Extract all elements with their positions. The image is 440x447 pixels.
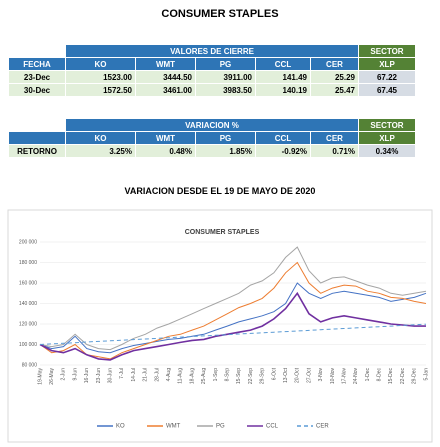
- cell: 1572.50: [65, 83, 136, 97]
- series-line: [39, 291, 426, 361]
- x-tick-label: 21-Jul: [143, 368, 149, 382]
- table: VALORES DE CIERRE SECTOR FECHA KO WMT PG CCL CE…: [8, 44, 416, 97]
- x-tick-label: 1-Sep: [213, 368, 219, 382]
- column-header: KO: [65, 57, 136, 71]
- x-tick-label: 24-Nov: [353, 368, 359, 385]
- x-tick-label: 22-Dec: [400, 368, 406, 385]
- x-tick-label: 1-Dec: [365, 368, 371, 382]
- x-tick-label: 13-Oct: [283, 367, 289, 383]
- cell: 3444.50: [135, 70, 196, 84]
- x-tick-label: 9-Jun: [72, 368, 78, 381]
- cell: [8, 131, 66, 145]
- column-header: CER: [310, 57, 359, 71]
- table-row: RETORNO 3.25% 0.48% 1.85% -0.92% 0.71% 0.34%: [8, 144, 416, 158]
- cell: 3461.00: [135, 83, 196, 97]
- x-tick-label: 19-May: [37, 368, 43, 385]
- chart-frame: [7, 209, 433, 443]
- table-row: VALORES DE CIERRE SECTOR: [8, 44, 416, 58]
- x-tick-label: 4-Aug: [166, 368, 172, 382]
- table-row: KO WMT PG CCL CER XLP: [8, 131, 416, 145]
- cell: 1.85%: [195, 144, 256, 158]
- y-tick-label: 180 000: [19, 260, 37, 266]
- series-line: [39, 282, 427, 354]
- table-row: 30-Dec 1572.50 3461.00 3983.50 140.19 25.47 67…: [8, 83, 416, 97]
- y-tick-label: 200 000: [19, 239, 37, 245]
- x-tick-label: 15-Sep: [236, 368, 242, 384]
- cell: 3983.50: [195, 83, 256, 97]
- group-header: VALORES DE CIERRE: [65, 44, 359, 58]
- x-tick-label: 28-Jul: [154, 368, 160, 382]
- x-tick-label: 5-Jan: [423, 368, 429, 381]
- x-tick-label: 8-Dec: [377, 368, 383, 382]
- cell: 0.34%: [358, 144, 416, 158]
- x-tick-label: 8-Sep: [224, 368, 230, 382]
- y-tick-label: 100 000: [19, 342, 37, 348]
- sector-header: SECTOR: [358, 44, 416, 58]
- x-tick-label: 29-Sep: [260, 368, 266, 384]
- cell: 67.22: [358, 70, 416, 84]
- column-header: KO: [65, 131, 136, 145]
- legend-label: CER: [316, 424, 329, 430]
- x-tick-label: 16-Jun: [84, 368, 90, 384]
- x-tick-label: 17-Nov: [341, 368, 347, 385]
- cell: 3.25%: [65, 144, 136, 158]
- group-header: VARIACION %: [65, 118, 359, 132]
- y-tick-label: 80 000: [22, 362, 38, 368]
- page-title: CONSUMER STAPLES: [161, 8, 279, 20]
- x-tick-label: 23-Jun: [96, 368, 102, 384]
- x-tick-label: 27-Oct: [306, 367, 312, 383]
- x-tick-label: 2-Jun: [61, 368, 67, 381]
- y-tick-label: 140 000: [19, 301, 37, 307]
- x-tick-label: 6-Oct: [271, 367, 277, 380]
- cell: 67.45: [358, 83, 416, 97]
- column-header: XLP: [358, 131, 416, 145]
- table-row: 23-Dec 1523.00 3444.50 3911.00 141.49 25.29 67…: [8, 70, 416, 84]
- column-header: FECHA: [8, 57, 66, 71]
- x-tick-label: 25-Aug: [201, 368, 207, 384]
- section-title: VARIACION DESDE EL 19 DE MAYO DE 2020: [124, 186, 316, 196]
- y-tick-label: 160 000: [19, 280, 37, 286]
- y-tick-label: 120 000: [19, 321, 37, 327]
- column-header: XLP: [358, 57, 416, 71]
- column-header: PG: [195, 131, 256, 145]
- legend-label: KO: [116, 424, 125, 430]
- x-tick-label: 30-Jun: [108, 368, 114, 384]
- sector-header: SECTOR: [358, 118, 416, 132]
- cell: RETORNO: [8, 144, 66, 158]
- x-tick-label: 7-Jul: [119, 368, 125, 379]
- legend-label: PG: [216, 424, 225, 430]
- legend-label: CCL: [266, 424, 279, 430]
- column-header: WMT: [135, 57, 196, 71]
- table-row: VARIACION % SECTOR: [8, 118, 416, 132]
- x-tick-label: 29-Dec: [412, 368, 418, 385]
- cell: 140.19: [255, 83, 311, 97]
- cell: 1523.00: [65, 70, 136, 84]
- column-header: CCL: [255, 57, 311, 71]
- x-tick-label: 26-May: [49, 368, 55, 385]
- series-line: [39, 246, 427, 351]
- x-tick-label: 18-Aug: [189, 368, 195, 384]
- table: VARIACION % SECTOR KO WMT PG CCL CER XLP RETORNO…: [8, 118, 416, 158]
- chart-title: CONSUMER STAPLES: [185, 229, 260, 236]
- series-line: [39, 261, 427, 360]
- cell: -0.92%: [255, 144, 311, 158]
- legend-label: WMT: [166, 424, 181, 430]
- x-tick-label: 22-Sep: [248, 368, 254, 384]
- x-tick-label: 14-Jul: [131, 368, 137, 382]
- x-tick-label: 20-Oct: [295, 367, 301, 383]
- x-tick-label: 3-Nov: [318, 368, 324, 382]
- cell: 25.47: [310, 83, 359, 97]
- table-row: FECHA KO WMT PG CCL CER XLP: [8, 57, 416, 71]
- cell: 0.71%: [310, 144, 359, 158]
- cell: 0.48%: [135, 144, 196, 158]
- cell: 3911.00: [195, 70, 256, 84]
- series-line: [39, 323, 427, 345]
- column-header: CCL: [255, 131, 311, 145]
- x-tick-label: 11-Aug: [178, 368, 184, 384]
- x-tick-label: 10-Nov: [330, 368, 336, 385]
- cell: 30-Dec: [8, 83, 66, 97]
- x-tick-label: 15-Dec: [388, 368, 394, 385]
